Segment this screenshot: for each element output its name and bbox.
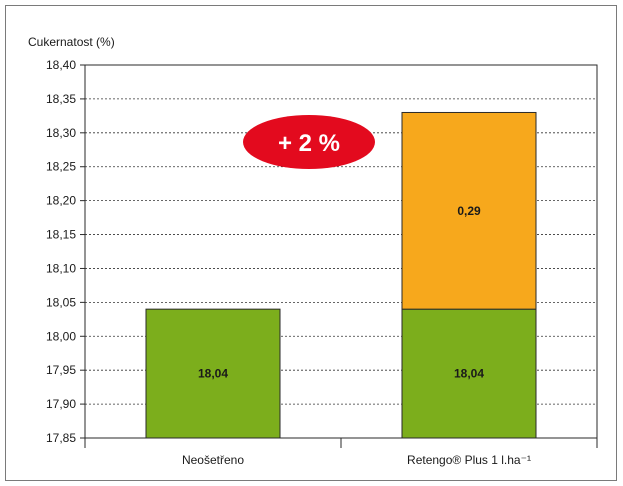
y-tick-label: 17,95 [46,363,76,377]
y-tick-label: 18,05 [46,295,76,309]
y-tick-label: 18,35 [46,92,76,106]
badge-text: + 2 % [278,130,340,157]
y-tick-label: 18,00 [46,329,76,343]
bar-value-label: 18,04 [198,367,228,381]
y-tick-label: 18,25 [46,160,76,174]
y-axis-label: Cukernatost (%) [28,35,115,49]
percent-increase-badge: + 2 % [243,115,375,169]
y-tick-label: 17,90 [46,397,76,411]
y-axis-ticks: 17,85 17,90 17,95 18,00 18,05 18,10 18,15 18,20… [46,58,85,445]
y-tick-label: 17,85 [46,431,76,445]
y-tick-label: 18,15 [46,228,76,242]
x-category-label: Neošetřeno [182,453,244,467]
bar-value-label: 18,04 [454,367,484,381]
x-category-label: Retengo® Plus 1 l.ha⁻¹ [407,453,531,467]
bar-value-label: 0,29 [457,204,481,218]
y-tick-label: 18,20 [46,194,76,208]
y-tick-label: 18,10 [46,261,76,275]
y-tick-label: 18,40 [46,58,76,72]
x-axis: Neošetřeno Retengo® Plus 1 l.ha⁻¹ [85,438,597,467]
y-tick-label: 18,30 [46,126,76,140]
